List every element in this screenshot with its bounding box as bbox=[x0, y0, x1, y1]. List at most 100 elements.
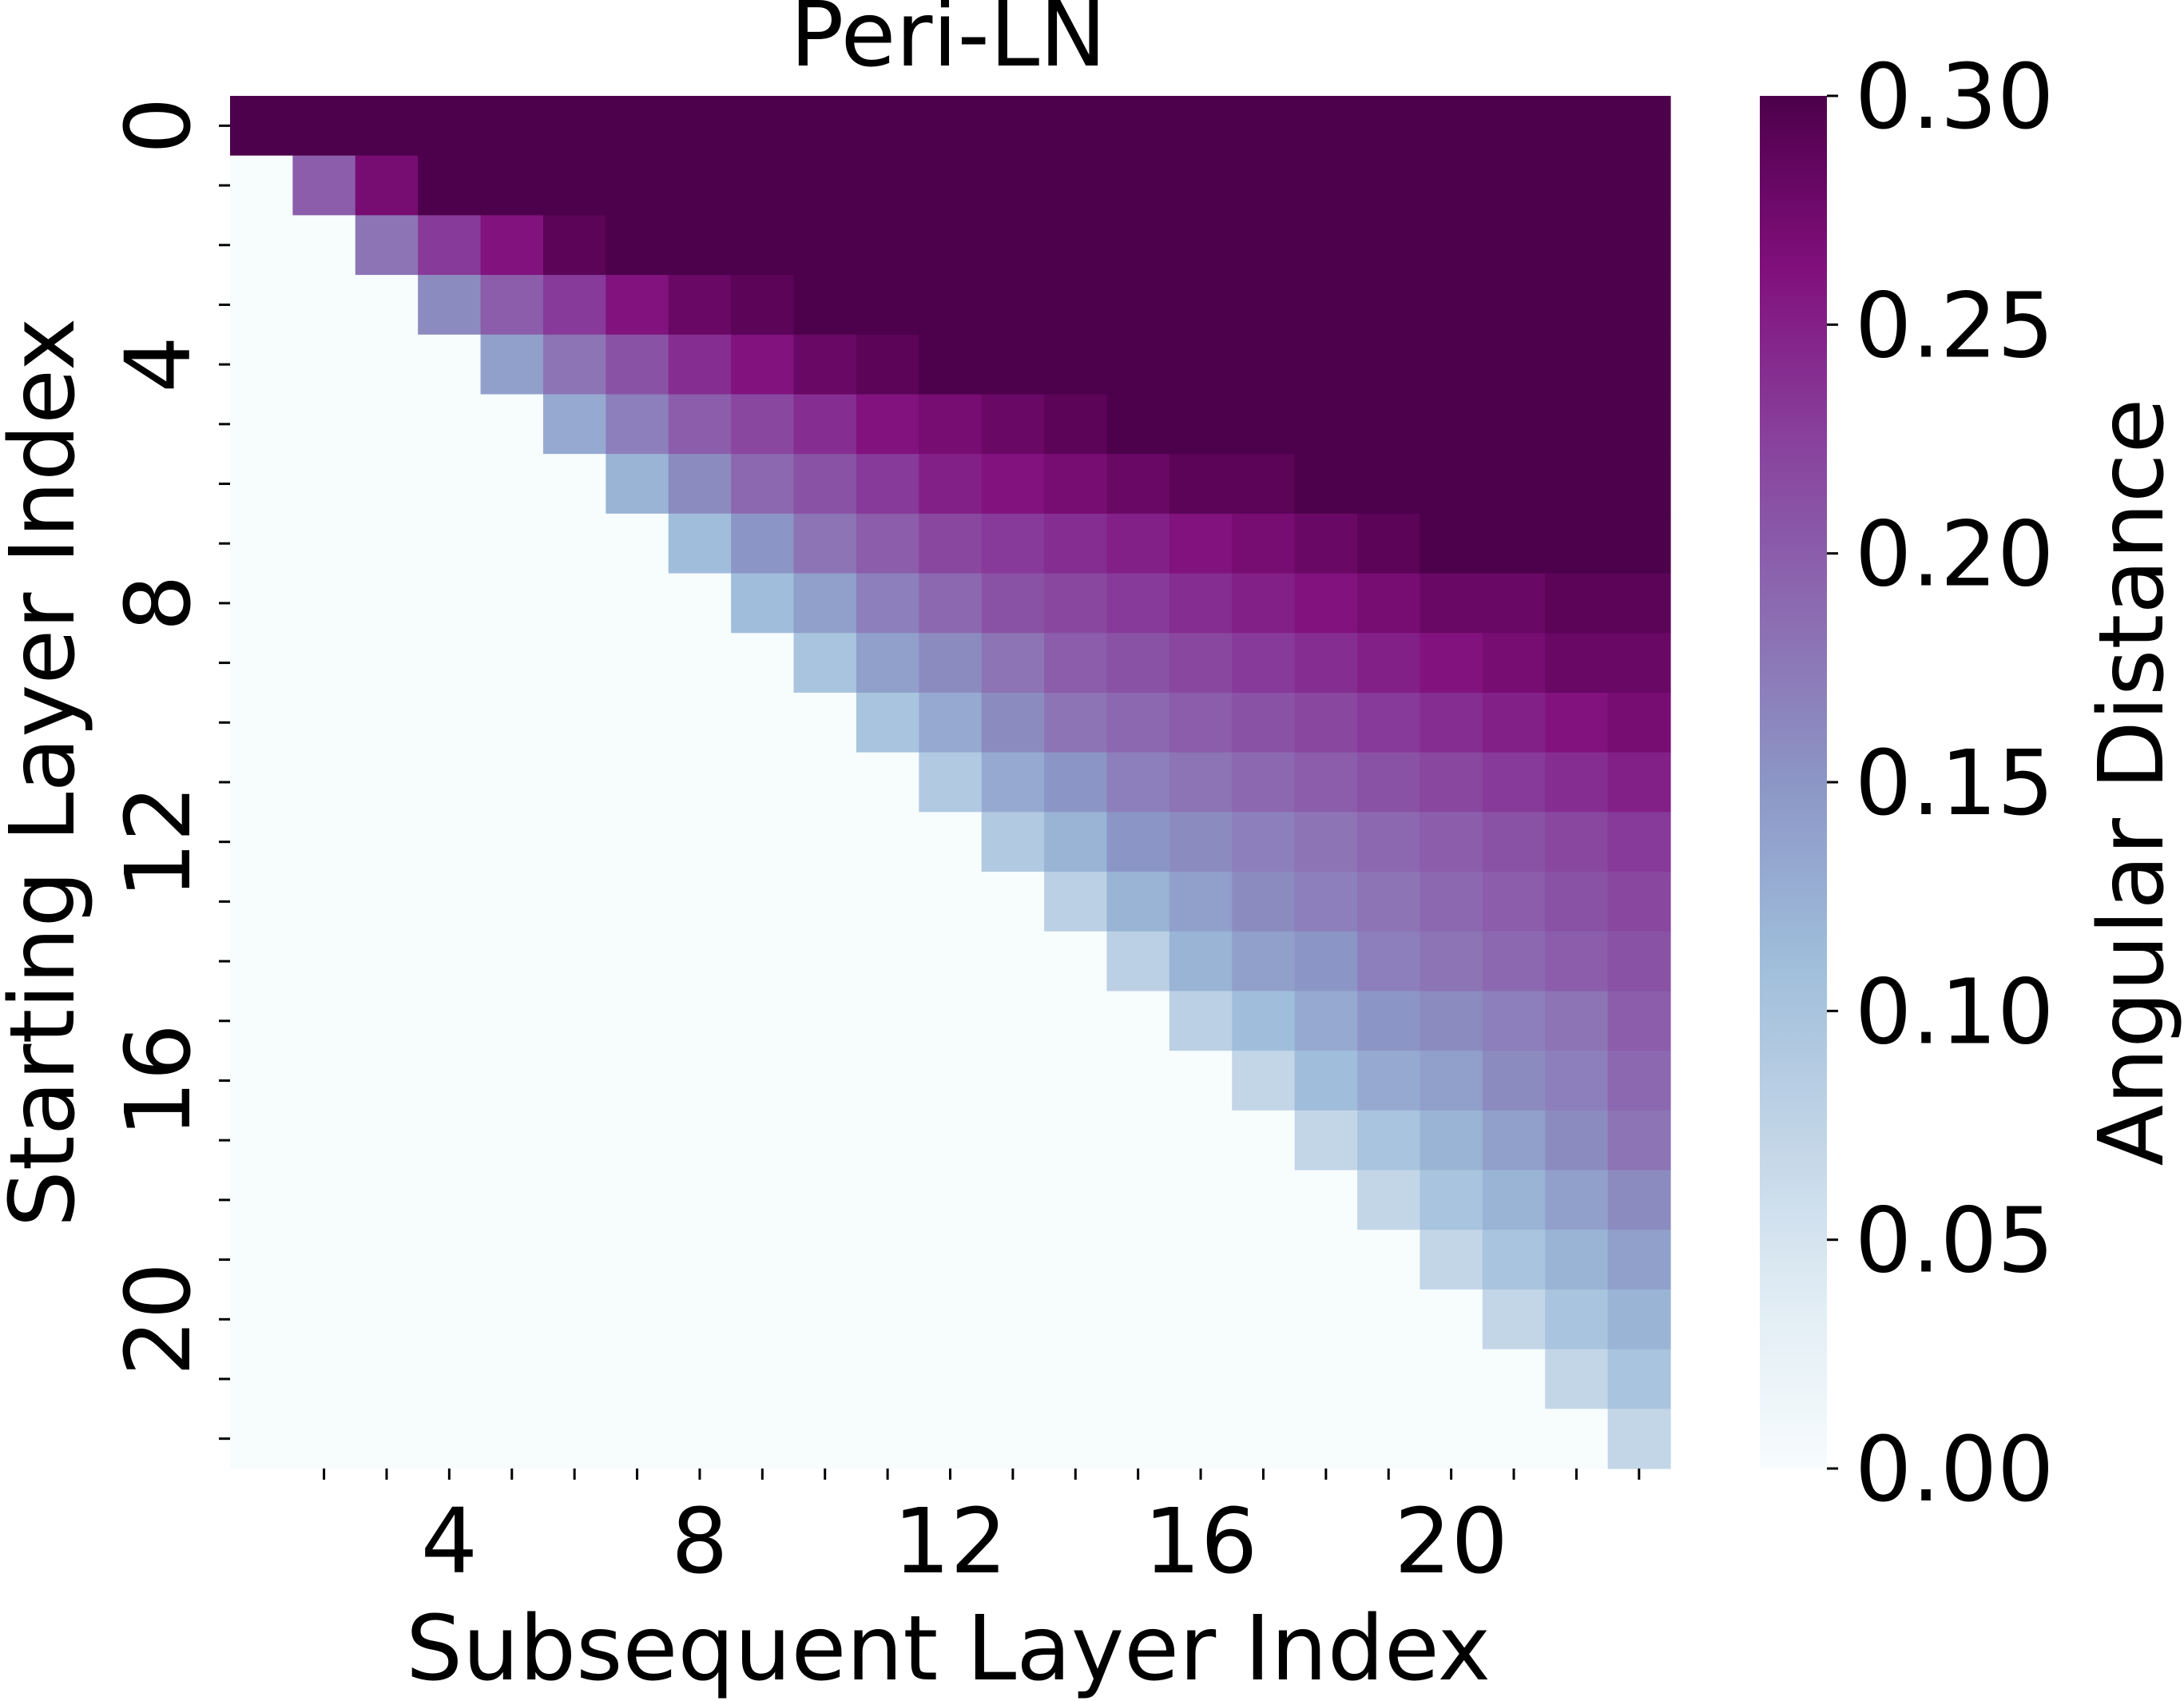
heatmap-cell bbox=[1106, 513, 1170, 574]
heatmap-cell bbox=[542, 334, 606, 395]
heatmap-cell bbox=[355, 872, 419, 932]
colorbar-tick-label: 0.10 bbox=[1855, 960, 2054, 1064]
y-axis-ticks: 0 4 8 12 16 20 bbox=[107, 97, 230, 1441]
heatmap-cell bbox=[1357, 1051, 1421, 1111]
colorbar-tick-label: 0.00 bbox=[1855, 1418, 2054, 1522]
heatmap-cell bbox=[793, 513, 857, 574]
x-axis-ticks: 4 8 12 16 20 bbox=[323, 1469, 1641, 1594]
heatmap-cell bbox=[542, 1289, 606, 1350]
heatmap-cell bbox=[1294, 454, 1358, 515]
heatmap-cell bbox=[355, 1289, 419, 1350]
heatmap-cell bbox=[418, 454, 482, 515]
heatmap-cell bbox=[793, 1409, 857, 1469]
heatmap-cell bbox=[1232, 1409, 1296, 1469]
heatmap-cell bbox=[919, 1110, 983, 1171]
heatmap-cell bbox=[731, 454, 795, 515]
heatmap-cell bbox=[1106, 991, 1170, 1051]
heatmap-cell bbox=[668, 573, 732, 634]
x-tick-label: 8 bbox=[671, 1490, 728, 1594]
heatmap-cell bbox=[1294, 275, 1358, 336]
heatmap-cell bbox=[1482, 513, 1546, 574]
heatmap-cell bbox=[1106, 275, 1170, 336]
heatmap-cell bbox=[1545, 454, 1609, 515]
heatmap-cell bbox=[1420, 394, 1483, 455]
heatmap-cell bbox=[606, 1051, 669, 1111]
heatmap-cell bbox=[542, 752, 606, 813]
heatmap-cell bbox=[793, 752, 857, 813]
heatmap-cell bbox=[1169, 394, 1233, 455]
heatmap-cell bbox=[1106, 752, 1170, 813]
heatmap-cell bbox=[856, 454, 919, 515]
heatmap-cell bbox=[1607, 1349, 1671, 1409]
heatmap-cell bbox=[230, 1289, 293, 1350]
heatmap-cell bbox=[418, 1349, 482, 1409]
heatmap-cell bbox=[480, 513, 544, 574]
heatmap-cell bbox=[418, 812, 482, 872]
heatmap-cell bbox=[606, 692, 669, 753]
heatmap-cell bbox=[355, 752, 419, 813]
heatmap-cell bbox=[793, 394, 857, 455]
heatmap-cell bbox=[1044, 1349, 1108, 1409]
heatmap-cell bbox=[793, 1051, 857, 1111]
heatmap-cell bbox=[1420, 1289, 1483, 1350]
heatmap-cell bbox=[793, 872, 857, 932]
heatmap-cell bbox=[1482, 394, 1546, 455]
heatmap-cell bbox=[668, 692, 732, 753]
heatmap-cell bbox=[668, 1289, 732, 1350]
heatmap-cell bbox=[418, 1289, 482, 1350]
heatmap-cell bbox=[1545, 155, 1609, 216]
heatmap-cell bbox=[1357, 394, 1421, 455]
heatmap-cell bbox=[355, 931, 419, 992]
heatmap-cell bbox=[1420, 96, 1483, 157]
heatmap-cell bbox=[1357, 1409, 1421, 1469]
heatmap-cell bbox=[1294, 633, 1358, 694]
heatmap-cell bbox=[542, 215, 606, 276]
heatmap-cell bbox=[793, 633, 857, 694]
y-axis-label: Starting Layer Index bbox=[0, 318, 95, 1228]
heatmap-cell bbox=[919, 334, 983, 395]
colorbar-label: Angular Distance bbox=[2080, 399, 2184, 1166]
heatmap-cell bbox=[856, 1110, 919, 1171]
heatmap-cell bbox=[981, 931, 1045, 992]
heatmap-cell bbox=[1106, 215, 1170, 276]
heatmap-cell bbox=[355, 1409, 419, 1469]
heatmap-cell bbox=[1482, 454, 1546, 515]
heatmap-cell bbox=[1232, 513, 1296, 574]
heatmap-cell bbox=[292, 334, 356, 395]
y-tick-label: 4 bbox=[107, 336, 211, 392]
heatmap-cell bbox=[1420, 872, 1483, 932]
heatmap-cell bbox=[856, 1289, 919, 1350]
heatmap-cell bbox=[1232, 812, 1296, 872]
heatmap-cell bbox=[981, 633, 1045, 694]
heatmap-cell bbox=[1044, 1051, 1108, 1111]
heatmap-cell bbox=[542, 394, 606, 455]
heatmap-cell bbox=[919, 155, 983, 216]
heatmap-cell bbox=[668, 1110, 732, 1171]
heatmap-cell bbox=[668, 1409, 732, 1469]
heatmap-cell bbox=[856, 991, 919, 1051]
heatmap-cell bbox=[1357, 991, 1421, 1051]
colorbar-tick-label: 0.15 bbox=[1855, 732, 2054, 836]
heatmap-cell bbox=[542, 513, 606, 574]
heatmap-cell bbox=[480, 1230, 544, 1290]
heatmap-cell bbox=[1232, 1170, 1296, 1230]
heatmap-cell bbox=[542, 1170, 606, 1230]
heatmap-cell bbox=[1232, 215, 1296, 276]
heatmap-cell bbox=[1607, 872, 1671, 932]
heatmap-cell bbox=[292, 752, 356, 813]
heatmap-cell bbox=[1294, 1349, 1358, 1409]
heatmap-cell bbox=[1545, 1051, 1609, 1111]
heatmap-cell bbox=[606, 155, 669, 216]
heatmap-cell bbox=[731, 1409, 795, 1469]
heatmap-cell bbox=[480, 752, 544, 813]
heatmap-cell bbox=[418, 633, 482, 694]
heatmap-cell bbox=[542, 454, 606, 515]
heatmap-cell bbox=[856, 275, 919, 336]
heatmap-cell bbox=[1106, 692, 1170, 753]
heatmap-cell bbox=[1106, 633, 1170, 694]
heatmap-cell bbox=[919, 991, 983, 1051]
heatmap-cell bbox=[1607, 812, 1671, 872]
heatmap-cell bbox=[919, 812, 983, 872]
heatmap-cell bbox=[1545, 394, 1609, 455]
heatmap-cell bbox=[606, 454, 669, 515]
